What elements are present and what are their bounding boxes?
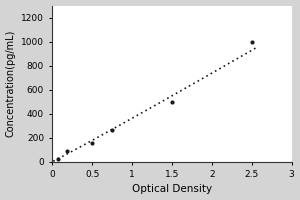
X-axis label: Optical Density: Optical Density bbox=[132, 184, 212, 194]
Point bbox=[90, 141, 95, 145]
Point bbox=[56, 158, 60, 161]
Point bbox=[110, 128, 115, 131]
Point bbox=[64, 150, 69, 153]
Y-axis label: Concentration(pg/mL): Concentration(pg/mL) bbox=[6, 30, 16, 137]
Point bbox=[249, 40, 254, 43]
Point bbox=[169, 100, 174, 103]
